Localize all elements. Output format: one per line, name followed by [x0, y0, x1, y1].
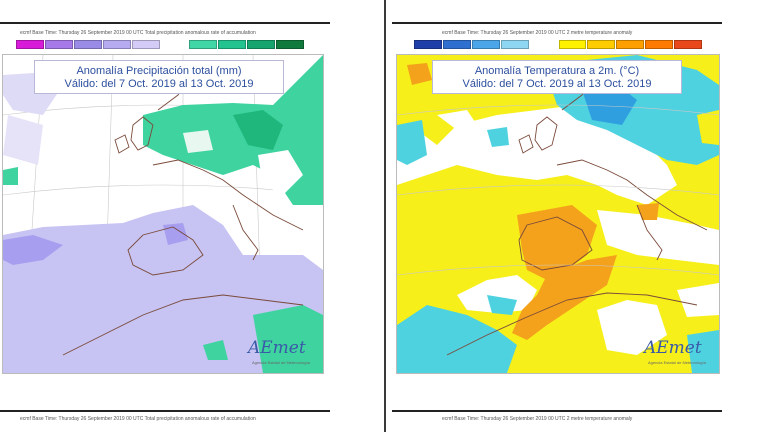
temperature-colorbar-swatch: [414, 40, 442, 49]
precipitation-colorbar-swatch: [131, 40, 160, 49]
precipitation-map-panel: ecmf Base Time: Thursday 26 September 20…: [0, 0, 330, 380]
next-temperature-map-strip: ecmf Base Time: Thursday 26 September 20…: [392, 410, 722, 428]
precipitation-colorbar-swatch: [247, 40, 276, 49]
next-temperature-header: ecmf Base Time: Thursday 26 September 20…: [442, 416, 633, 422]
top-border-line: [0, 22, 330, 24]
dry-anomaly-region: [3, 205, 323, 373]
temperature-colorbar-swatch: [529, 40, 558, 49]
top-border-line: [0, 410, 330, 412]
precipitation-title: Anomalía Precipitación total (mm): [76, 65, 242, 77]
temperature-colorbar-swatch: [674, 40, 703, 49]
temperature-title-box: Anomalía Temperatura a 2m. (°C) Válido: …: [432, 60, 682, 94]
right-divider: [384, 0, 386, 432]
temperature-anomaly-map: [396, 54, 720, 374]
dry-strong-anomaly-region: [3, 235, 63, 265]
temperature-map-panel: ecmf Base Time: Thursday 26 September 20…: [392, 0, 722, 380]
top-border-line: [392, 410, 722, 412]
precipitation-validity: Válido: del 7 Oct. 2019 al 13 Oct. 2019: [64, 78, 254, 90]
precipitation-colorbar-swatch: [160, 40, 189, 49]
precipitation-anomaly-map: [2, 54, 324, 374]
temperature-title: Anomalía Temperatura a 2m. (°C): [474, 65, 640, 77]
aemet-logo: AEmet: [248, 338, 306, 358]
temperature-colorbar-swatch: [616, 40, 645, 49]
aemet-logo-subtitle: Agencia Estatal de Meteorología: [252, 360, 310, 365]
precipitation-colorbar-swatch: [276, 40, 305, 49]
aemet-logo: AEmet: [644, 338, 702, 358]
precipitation-colorbar: [16, 40, 305, 49]
precipitation-colorbar-swatch: [102, 40, 131, 49]
precipitation-colorbar-swatch: [73, 40, 102, 49]
temperature-colorbar-swatch: [500, 40, 529, 49]
precipitation-colorbar-swatch: [218, 40, 247, 49]
top-border-line: [392, 22, 722, 24]
next-precipitation-map-strip: ecmf Base Time: Thursday 26 September 20…: [0, 410, 330, 428]
precipitation-colorbar-swatch: [189, 40, 218, 49]
temperature-validity: Válido: del 7 Oct. 2019 al 13 Oct. 2019: [462, 78, 652, 90]
temperature-header: ecmf Base Time: Thursday 26 September 20…: [442, 30, 633, 36]
precipitation-colorbar-swatch: [44, 40, 73, 49]
precipitation-title-box: Anomalía Precipitación total (mm) Válido…: [34, 60, 284, 94]
temperature-colorbar-swatch: [471, 40, 500, 49]
precipitation-colorbar-swatch: [16, 40, 44, 49]
temperature-colorbar-swatch: [645, 40, 674, 49]
temperature-colorbar-swatch: [587, 40, 616, 49]
temperature-colorbar: [414, 40, 703, 49]
temperature-colorbar-swatch: [442, 40, 471, 49]
next-precipitation-header: ecmf Base Time: Thursday 26 September 20…: [20, 416, 256, 422]
aemet-logo-subtitle: Agencia Estatal de Meteorología: [648, 360, 706, 365]
temperature-colorbar-swatch: [558, 40, 587, 49]
precipitation-header: ecmf Base Time: Thursday 26 September 20…: [20, 30, 256, 36]
